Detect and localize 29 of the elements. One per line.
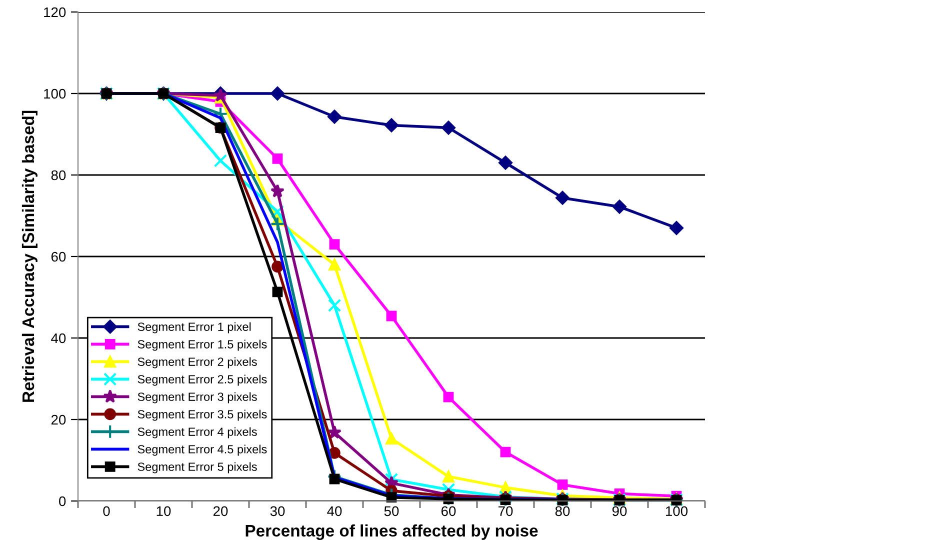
x-tick-label: 100 [666,506,688,516]
legend-label: Segment Error 3.5 pixels [138,410,267,421]
legend-label: Segment Error 2.5 pixels [138,374,267,386]
legend-label: Segment Error 3 pixels [138,392,257,404]
y-tick-label: 120 [44,7,66,18]
x-tick-label: 90 [612,506,627,516]
x-tick-label: 70 [498,506,513,516]
y-tick-label: 40 [51,333,66,344]
y-axis-title: Retrieval Accuracy [Similarity based] [22,110,38,402]
legend-label: Segment Error 5 pixels [138,462,257,474]
x-tick-label: 80 [555,506,570,516]
legend-label: Segment Error 1.5 pixels [138,340,267,351]
x-tick-label: 50 [384,506,399,516]
x-tick-label: 10 [156,506,171,516]
legend-label: Segment Error 4 pixels [138,427,257,438]
y-tick-label: 60 [51,252,66,262]
x-tick-label: 60 [441,506,456,516]
x-tick-label: 20 [213,506,228,516]
y-tick-label: 100 [44,88,66,99]
x-tick-label: 40 [327,506,342,516]
legend-label: Segment Error 4.5 pixels [138,444,267,456]
legend-label: Segment Error 2 pixels [138,357,257,368]
legend-label: Segment Error 1 pixel [138,322,251,334]
x-axis-title: Percentage of lines affected by noise [246,524,538,540]
y-tick-label: 20 [51,414,66,425]
x-tick-label: 30 [270,506,285,516]
y-tick-label: 80 [51,170,66,180]
y-tick-label: 0 [59,496,66,506]
x-tick-label: 0 [103,506,110,516]
